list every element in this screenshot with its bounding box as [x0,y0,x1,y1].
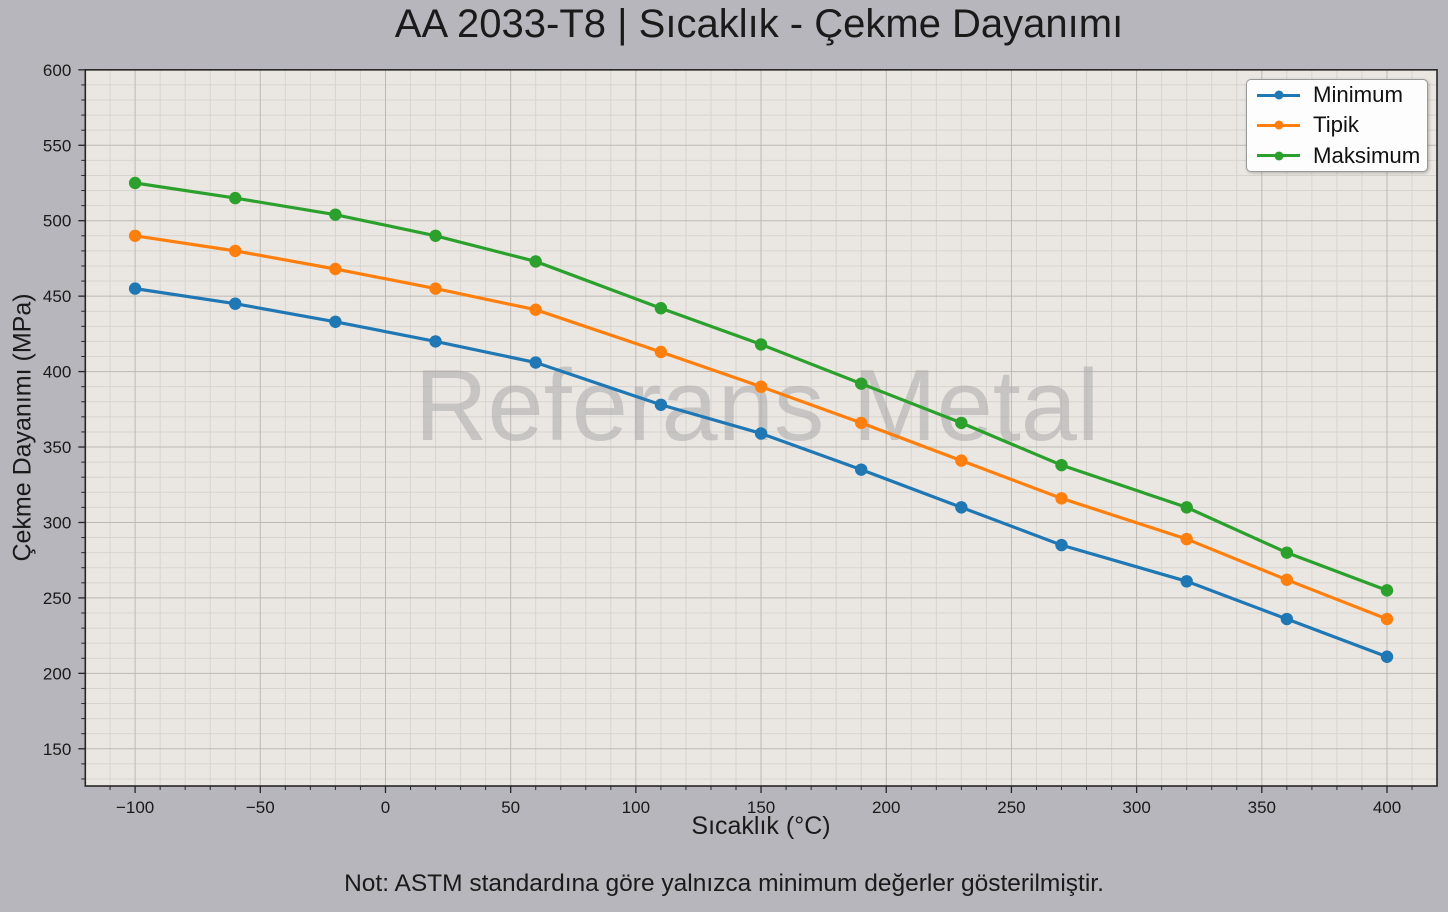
svg-text:350: 350 [43,438,71,457]
svg-text:450: 450 [43,287,71,306]
svg-text:400: 400 [43,363,71,382]
svg-text:150: 150 [43,740,71,759]
svg-text:300: 300 [43,513,71,532]
svg-text:250: 250 [43,589,71,608]
svg-text:500: 500 [43,212,71,231]
svg-text:600: 600 [43,61,71,80]
svg-text:550: 550 [43,136,71,155]
svg-text:Referans Metal: Referans Metal [415,350,1100,462]
svg-text:200: 200 [43,664,71,683]
